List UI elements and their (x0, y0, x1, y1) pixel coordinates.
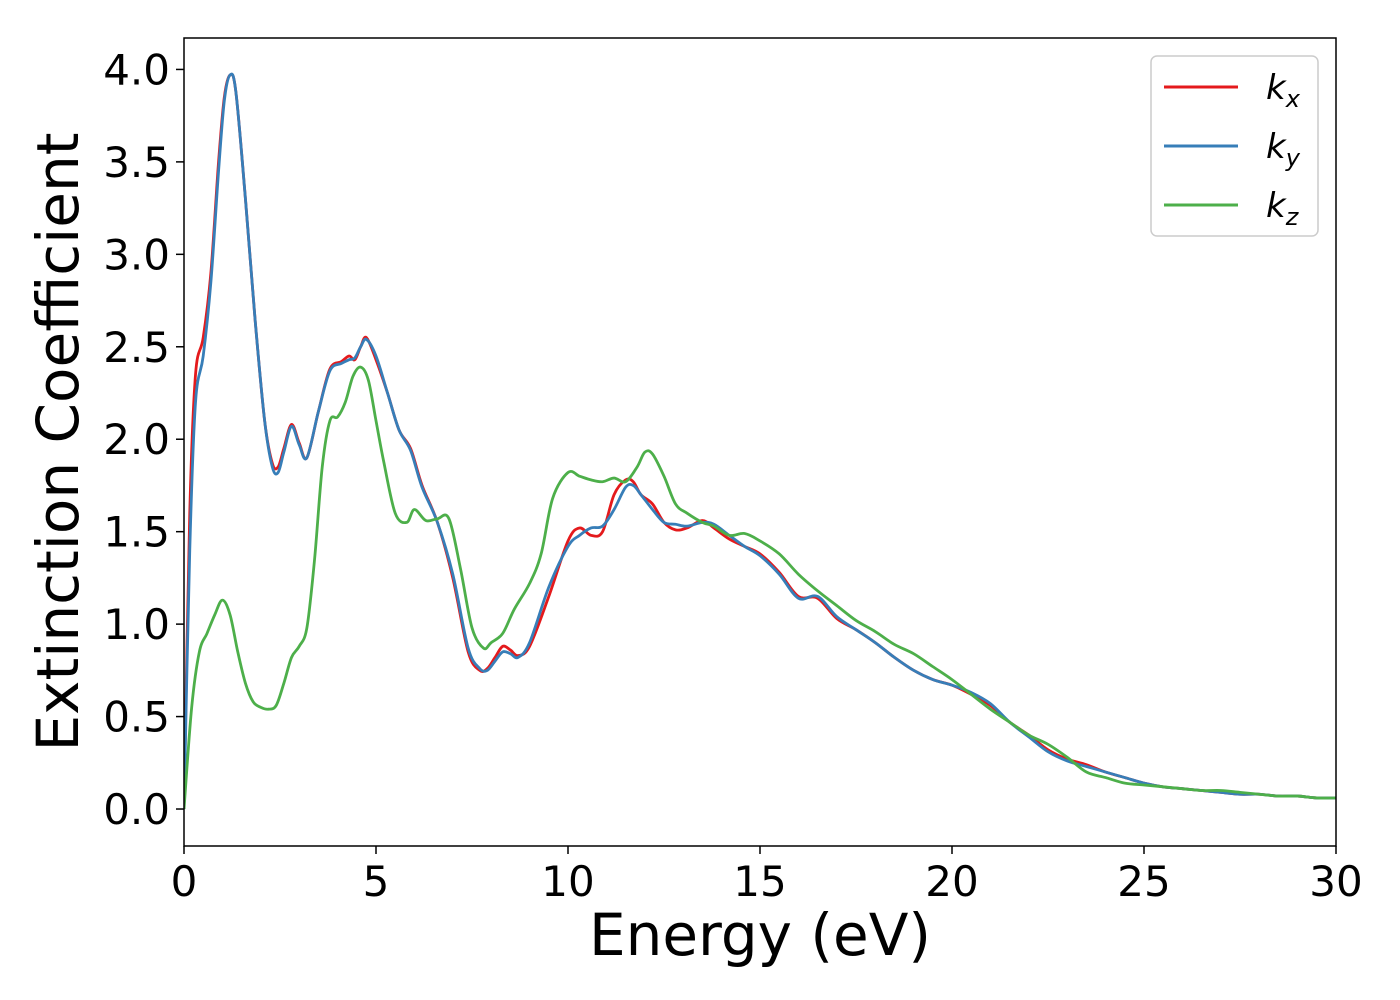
legend-label-base: k (1266, 186, 1287, 226)
legend-label-z: kz (1266, 186, 1300, 231)
legend-label-y: ky (1266, 127, 1301, 172)
y-tick-label: 3.0 (103, 230, 170, 279)
legend-label-base: k (1266, 127, 1287, 167)
legend-label-x: kx (1266, 68, 1301, 113)
y-tick-label: 3.5 (103, 138, 170, 187)
legend-label-subscript: x (1285, 85, 1301, 113)
x-axis-title: Energy (eV) (589, 901, 931, 969)
series-layer (184, 72, 1336, 810)
legend-label-base: k (1266, 68, 1287, 108)
x-tick-label: 5 (363, 857, 390, 906)
x-tick-label: 20 (925, 857, 978, 906)
y-tick-label: 4.0 (103, 45, 170, 94)
y-axis-title: Extinction Coefficient (24, 133, 92, 752)
y-tick-label: 0.0 (103, 785, 170, 834)
x-tick-label: 30 (1309, 857, 1362, 906)
series-line-y (184, 72, 1336, 810)
y-tick-label: 2.0 (103, 415, 170, 464)
y-tick-label: 0.5 (103, 693, 170, 742)
x-tick-label: 0 (171, 857, 198, 906)
x-tick-label: 15 (733, 857, 786, 906)
x-axis-ticks: 0 5 10 15 20 25 30 (171, 846, 1363, 906)
x-tick-label: 25 (1117, 857, 1170, 906)
legend-label-subscript: y (1285, 144, 1301, 172)
y-tick-label: 1.0 (103, 600, 170, 649)
y-axis-ticks: 0.0 0.5 1.0 1.5 2.0 2.5 3.0 3.5 4.0 (103, 45, 184, 834)
y-tick-label: 1.5 (103, 508, 170, 557)
legend-label-subscript: z (1285, 203, 1300, 231)
series-line-z (184, 365, 1336, 810)
x-tick-label: 10 (541, 857, 594, 906)
y-tick-label: 2.5 (103, 323, 170, 372)
